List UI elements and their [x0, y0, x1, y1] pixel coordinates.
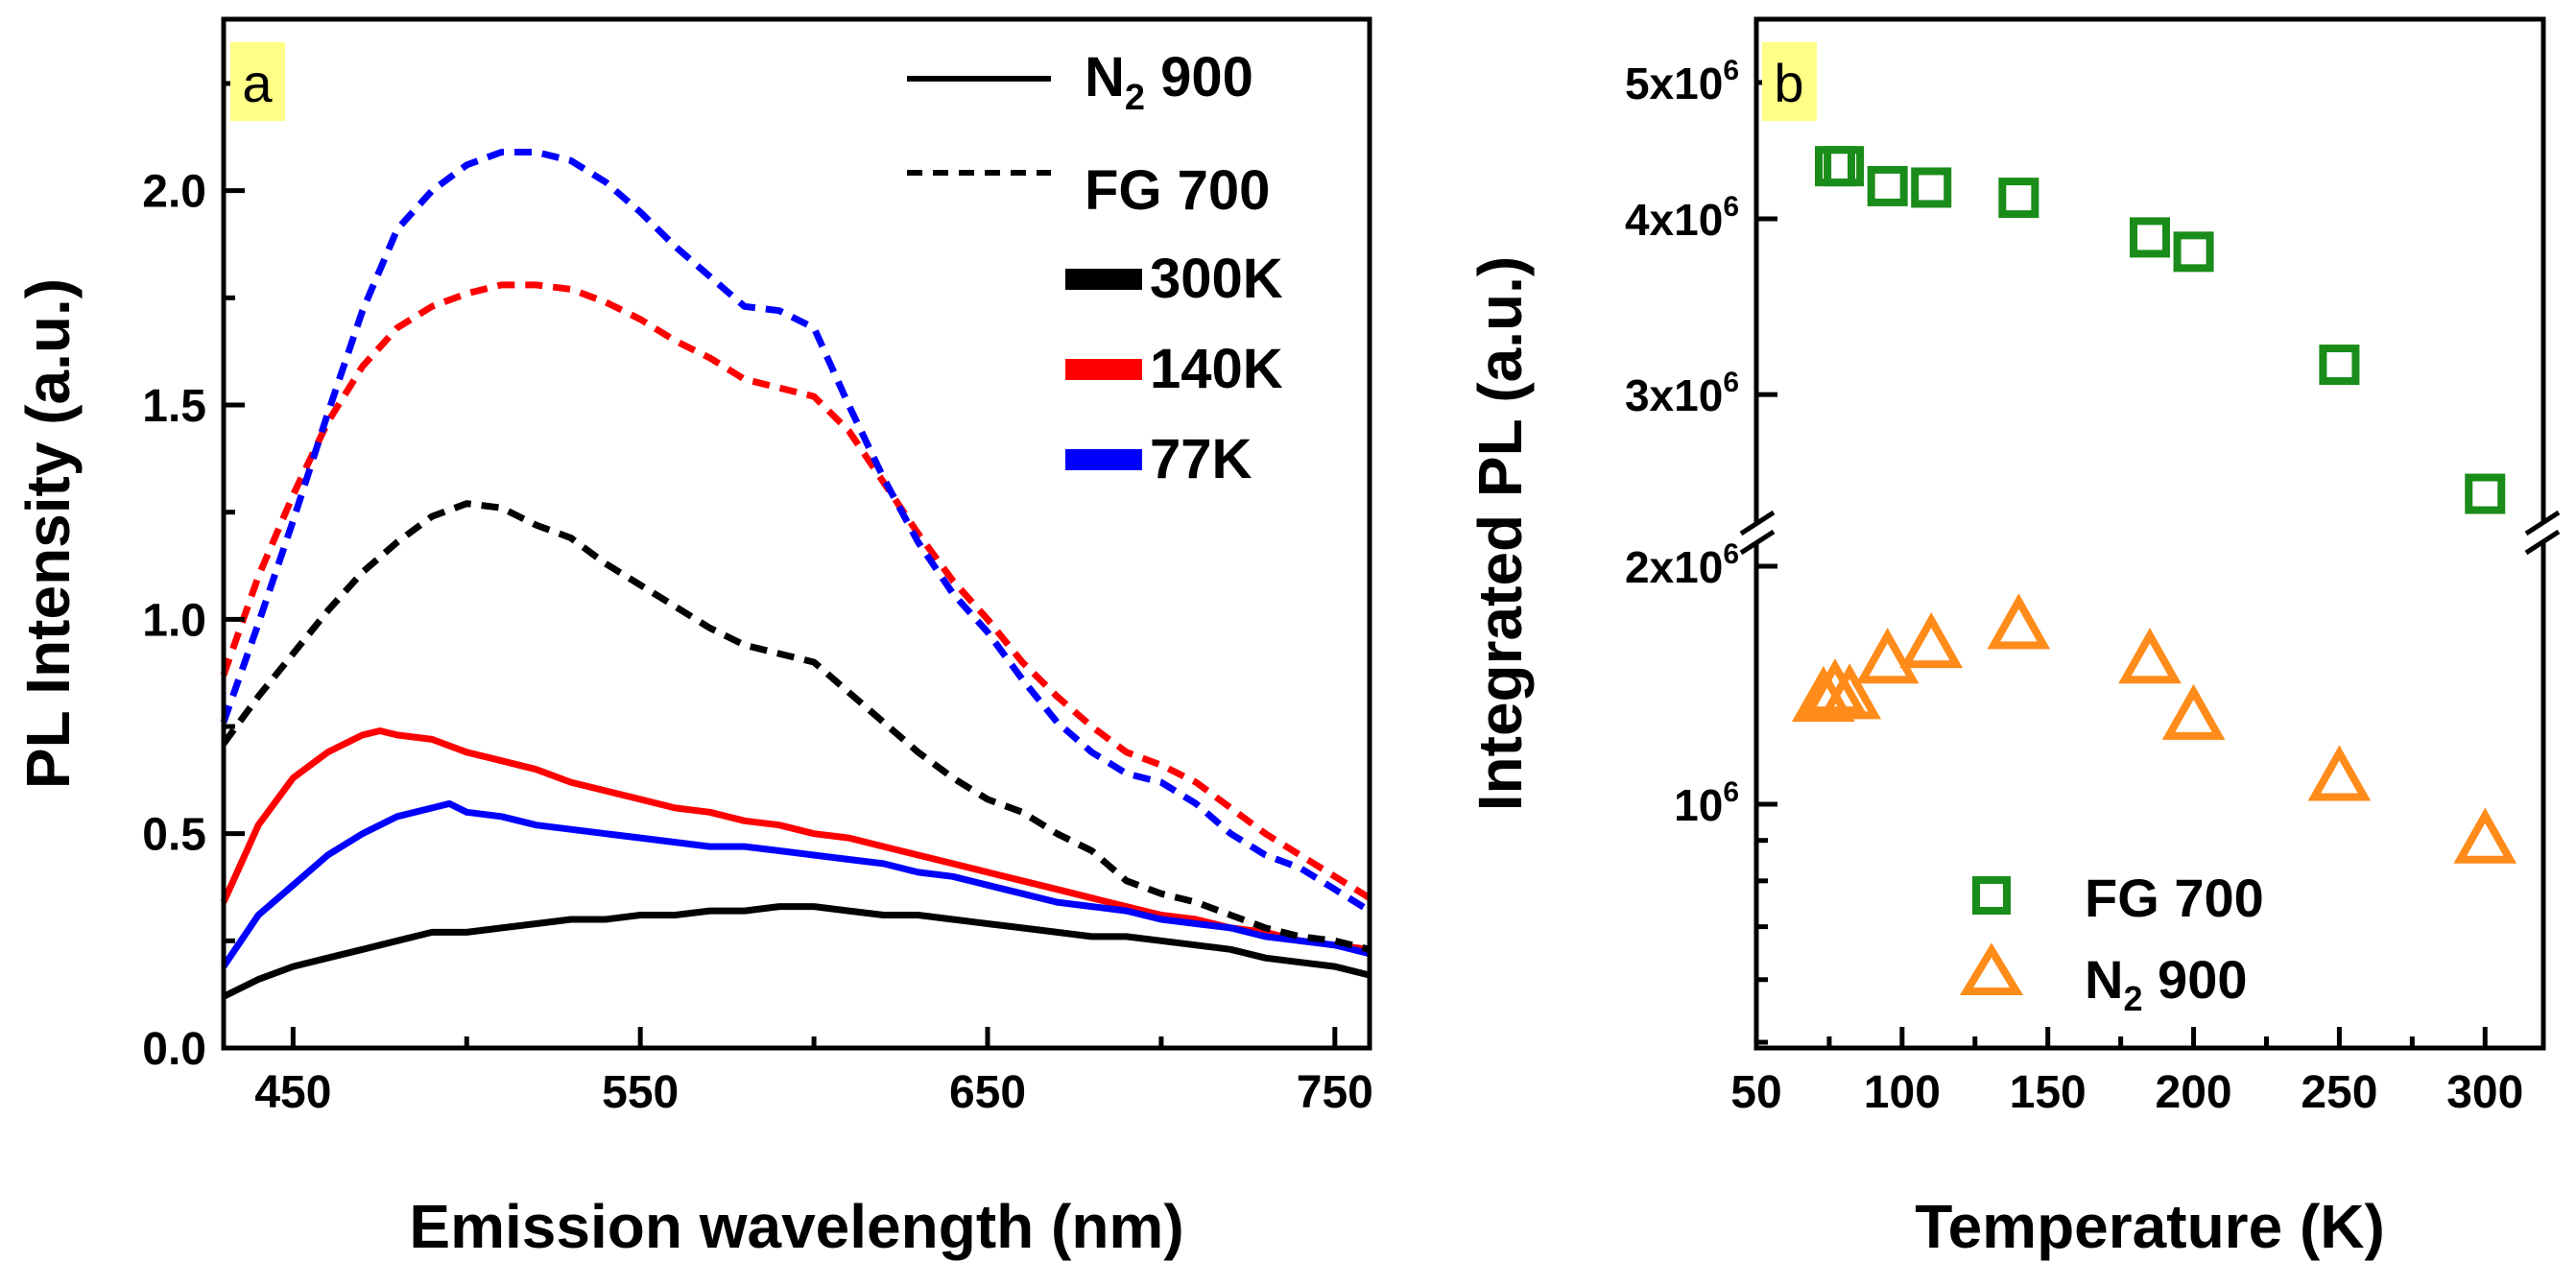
panel-b-label: b: [1774, 53, 1803, 113]
panel-b-y-axis-title: Integrated PL (a.u.): [1466, 256, 1535, 811]
panel-a-y-axis: 0.0 0.5 1.0 1.5 2.0: [142, 81, 245, 1075]
panel-b-legend: FG 700 N2 900: [1959, 868, 2264, 1018]
y-tick-label: 106: [1674, 776, 1739, 830]
data-point-n2-900: [1987, 593, 2051, 650]
series-line-n2-900-140k: [220, 727, 1371, 953]
y-tick-label: 5x106: [1625, 55, 1739, 108]
y-tick-label: 4x106: [1625, 191, 1739, 245]
series-line-n2-900-300k: [222, 903, 1371, 1000]
y-tick-label: 2x106: [1625, 538, 1739, 592]
panel-a: 450 550 650 750 0.0 0.5 1.0 1.5 2.0 a N2 900 FG…: [13, 16, 1373, 1261]
legend-n2-900-marker: [1959, 942, 2024, 995]
legend-77k-label: 77K: [1150, 428, 1252, 490]
legend-300k-label: 300K: [1150, 248, 1283, 310]
panel-a-x-axis-title: Emission wavelength (nm): [409, 1192, 1183, 1261]
panel-b-data-points: [1791, 146, 2517, 864]
y-tick-label: 0.5: [142, 810, 206, 861]
panel-a-label: a: [242, 53, 273, 113]
data-point-n2-900: [1818, 663, 1882, 720]
panel-a-label-box: [230, 42, 285, 121]
panel-a-series-lines: [220, 149, 1371, 1000]
y-tick-label: 1.5: [142, 381, 206, 432]
x-tick-label: 300: [2446, 1067, 2523, 1118]
data-point-n2-900: [1855, 628, 1920, 684]
data-point-fg-700: [1867, 165, 1908, 206]
legend-300k-swatch: [1065, 269, 1142, 290]
series-line-n2-900-77k: [221, 799, 1371, 969]
data-point-fg-700: [2130, 217, 2170, 258]
panel-b-x-axis-title: Temperature (K): [1915, 1192, 2385, 1261]
x-tick-label: 50: [1730, 1067, 1781, 1118]
x-tick-label: 200: [2156, 1067, 2232, 1118]
legend-fg-700-marker: [1972, 876, 2011, 915]
panel-a-legend: N2 900 FG 700 300K 140K 77K: [907, 46, 1283, 490]
series-line-fg-700-140k: [220, 281, 1371, 901]
x-tick-label: 450: [254, 1067, 331, 1118]
data-point-fg-700: [1815, 146, 1855, 187]
series-line-fg-700-300k: [221, 500, 1371, 953]
y-tick-label: 2.0: [142, 167, 206, 218]
y-tick-label: 1.0: [142, 595, 206, 646]
panel-a-x-axis: 450 550 650 750: [254, 1027, 1373, 1118]
legend-n2-900-text: N2 900: [2085, 949, 2247, 1018]
y-tick-label: 3x106: [1625, 367, 1739, 420]
data-point-n2-900: [2118, 628, 2182, 684]
panel-b-x-axis: 50 100 150 200 250 300: [1730, 1027, 2523, 1118]
data-point-n2-900: [2453, 807, 2517, 864]
x-tick-label: 100: [1864, 1067, 1941, 1118]
panel-b-y-axis: 5x106 4x106 3x106 2x106 106: [1625, 55, 1777, 1045]
x-tick-label: 650: [949, 1067, 1026, 1118]
data-point-fg-700: [1824, 146, 1865, 187]
legend-77k-swatch: [1065, 449, 1142, 470]
legend-140k-swatch: [1065, 359, 1142, 380]
legend-fg-700-text: FG 700: [2085, 868, 2264, 928]
legend-fg-700-label: FG 700: [1085, 159, 1270, 222]
panel-b-axis-break: [1739, 510, 2561, 556]
data-point-n2-900: [2161, 683, 2226, 740]
data-point-fg-700: [1998, 178, 2039, 219]
data-point-fg-700: [2173, 231, 2214, 273]
x-tick-label: 150: [2010, 1067, 2087, 1118]
data-point-n2-900: [2307, 745, 2372, 801]
legend-n2-900-label: N2 900: [1085, 46, 1253, 118]
data-point-n2-900: [1803, 658, 1867, 715]
x-tick-label: 750: [1297, 1067, 1373, 1118]
data-point-fg-700: [2465, 473, 2506, 514]
panel-a-y-axis-title: PL Intensity (a.u.): [13, 278, 83, 789]
panel-b: 50 100 150 200 250 300 5x106 4x106 3x106 2x106 10…: [1466, 16, 2561, 1261]
data-point-n2-900: [1899, 611, 1964, 669]
legend-140k-label: 140K: [1150, 338, 1283, 400]
series-line-fg-700-77k: [220, 149, 1371, 915]
panel-b-label-box: [1762, 42, 1817, 121]
x-tick-label: 550: [602, 1067, 679, 1118]
data-point-fg-700: [1911, 167, 1952, 208]
x-tick-label: 250: [2301, 1067, 2377, 1118]
data-point-fg-700: [2319, 345, 2360, 386]
y-tick-label: 0.0: [142, 1024, 206, 1075]
panel-a-plot-frame: [221, 16, 1372, 1051]
